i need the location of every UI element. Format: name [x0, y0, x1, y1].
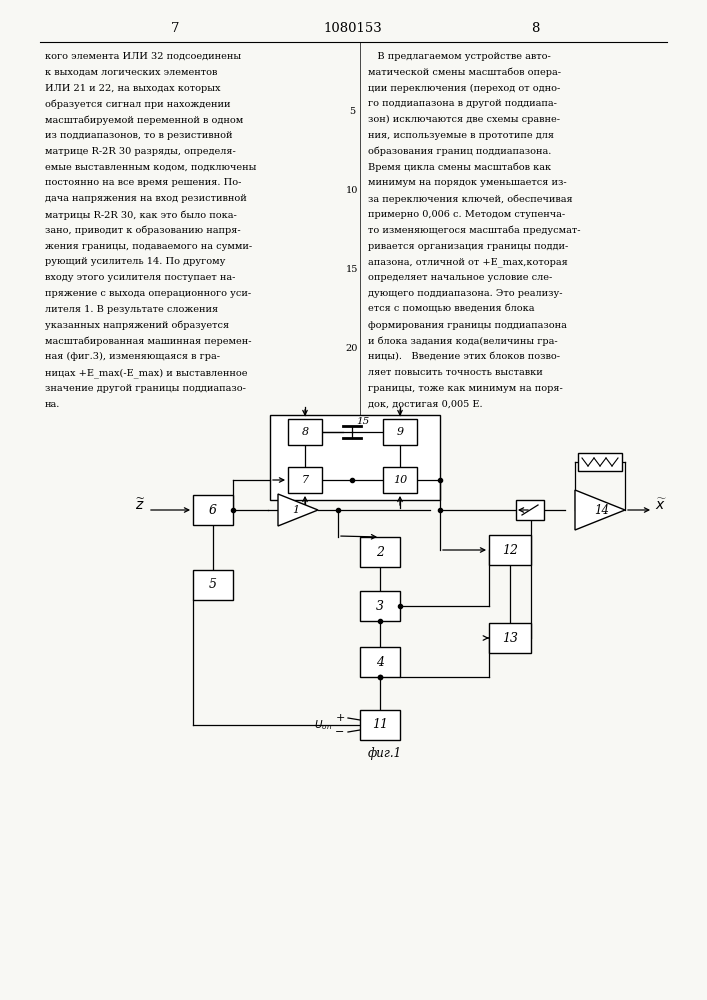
Text: масштабируемой переменной в одном: масштабируемой переменной в одном	[45, 115, 243, 125]
Text: образуется сигнал при нахождении: образуется сигнал при нахождении	[45, 99, 230, 109]
Text: входу этого усилителя поступает на-: входу этого усилителя поступает на-	[45, 273, 235, 282]
Text: 4: 4	[376, 656, 384, 668]
Text: на.: на.	[45, 400, 60, 409]
Text: 8: 8	[531, 21, 539, 34]
Bar	[516, 500, 544, 520]
Text: дующего поддиапазона. Это реализу-: дующего поддиапазона. Это реализу-	[368, 289, 563, 298]
Text: 15: 15	[356, 418, 369, 426]
Text: 7: 7	[301, 475, 308, 485]
Text: постоянно на все время решения. По-: постоянно на все время решения. По-	[45, 178, 241, 187]
Polygon shape	[575, 490, 625, 530]
Text: $\widetilde{z}$: $\widetilde{z}$	[135, 497, 145, 513]
Text: го поддиапазона в другой поддиапа-: го поддиапазона в другой поддиапа-	[368, 99, 557, 108]
Text: матрицы R-2R 30, как это было пока-: матрицы R-2R 30, как это было пока-	[45, 210, 237, 220]
Bar	[578, 453, 622, 471]
Text: 6: 6	[209, 504, 217, 516]
Text: 3: 3	[376, 599, 384, 612]
Text: лителя 1. В результате сложения: лителя 1. В результате сложения	[45, 305, 218, 314]
Text: ная (фиг.3), изменяющаяся в гра-: ная (фиг.3), изменяющаяся в гра-	[45, 352, 220, 361]
Text: 1080153: 1080153	[324, 21, 382, 34]
Text: значение другой границы поддиапазо-: значение другой границы поддиапазо-	[45, 384, 246, 393]
Polygon shape	[278, 494, 318, 526]
Text: $U_{on}$: $U_{on}$	[314, 718, 332, 732]
Text: 1: 1	[293, 505, 300, 515]
Text: масштабированная машинная перемен-: масштабированная машинная перемен-	[45, 336, 252, 346]
Text: то изменяющегося масштаба предусмат-: то изменяющегося масштаба предусмат-	[368, 226, 580, 235]
Text: 10: 10	[393, 475, 407, 485]
Text: $\widetilde{x}$: $\widetilde{x}$	[655, 497, 667, 513]
Text: 10: 10	[346, 186, 358, 195]
Text: ния, используемые в прототипе для: ния, используемые в прототипе для	[368, 131, 554, 140]
Text: кого элемента ИЛИ 32 подсоединены: кого элемента ИЛИ 32 подсоединены	[45, 52, 241, 61]
Text: 8: 8	[301, 427, 308, 437]
Text: границы, тоже как минимум на поря-: границы, тоже как минимум на поря-	[368, 384, 563, 393]
Text: 15: 15	[346, 265, 358, 274]
Bar	[288, 419, 322, 445]
Text: ется с помощью введения блока: ется с помощью введения блока	[368, 305, 534, 314]
Text: образования границ поддиапазона.: образования границ поддиапазона.	[368, 147, 551, 156]
Bar	[489, 623, 531, 653]
Text: указанных напряжений образуется: указанных напряжений образуется	[45, 321, 229, 330]
Text: 9: 9	[397, 427, 404, 437]
Bar	[383, 467, 417, 493]
Text: 11: 11	[372, 718, 388, 732]
Bar	[360, 647, 400, 677]
Text: формирования границы поддиапазона: формирования границы поддиапазона	[368, 321, 567, 330]
Text: определяет начальное условие сле-: определяет начальное условие сле-	[368, 273, 552, 282]
Text: из поддиапазонов, то в резистивной: из поддиапазонов, то в резистивной	[45, 131, 233, 140]
Text: емые выставленным кодом, подключены: емые выставленным кодом, подключены	[45, 163, 257, 172]
Bar	[360, 537, 400, 567]
Bar	[360, 710, 400, 740]
Bar	[383, 419, 417, 445]
Bar	[193, 495, 233, 525]
Text: 12: 12	[502, 544, 518, 556]
Bar	[360, 591, 400, 621]
Text: 13: 13	[502, 632, 518, 645]
Text: Время цикла смены масштабов как: Время цикла смены масштабов как	[368, 163, 551, 172]
Text: ИЛИ 21 и 22, на выходах которых: ИЛИ 21 и 22, на выходах которых	[45, 84, 221, 93]
Text: ривается организация границы подди-: ривается организация границы подди-	[368, 242, 568, 251]
Text: 14: 14	[595, 504, 609, 516]
Text: +: +	[335, 713, 345, 723]
Text: примерно 0,006 с. Методом ступенча-: примерно 0,006 с. Методом ступенча-	[368, 210, 565, 219]
Text: рующий усилитель 14. По другому: рующий усилитель 14. По другому	[45, 257, 226, 266]
Text: ницах +E_max(-E_max) и выставленное: ницах +E_max(-E_max) и выставленное	[45, 368, 247, 378]
Text: В предлагаемом устройстве авто-: В предлагаемом устройстве авто-	[368, 52, 551, 61]
Text: 5: 5	[209, 578, 217, 591]
Bar	[270, 415, 440, 500]
Text: матрице R-2R 30 разряды, определя-: матрице R-2R 30 разряды, определя-	[45, 147, 235, 156]
Bar	[489, 535, 531, 565]
Text: зано, приводит к образованию напря-: зано, приводит к образованию напря-	[45, 226, 240, 235]
Text: к выходам логических элементов: к выходам логических элементов	[45, 68, 217, 77]
Text: минимум на порядок уменьшается из-: минимум на порядок уменьшается из-	[368, 178, 566, 187]
Text: жения границы, подаваемого на сумми-: жения границы, подаваемого на сумми-	[45, 242, 252, 251]
Text: док, достигая 0,005 Е.: док, достигая 0,005 Е.	[368, 400, 483, 409]
Text: 5: 5	[349, 107, 355, 116]
Text: за переключения ключей, обеспечивая: за переключения ключей, обеспечивая	[368, 194, 573, 204]
Text: 2: 2	[376, 546, 384, 558]
Text: 7: 7	[171, 21, 180, 34]
Text: ляет повысить точность выставки: ляет повысить точность выставки	[368, 368, 543, 377]
Text: ницы).   Введение этих блоков позво-: ницы). Введение этих блоков позво-	[368, 352, 560, 361]
Text: 20: 20	[346, 344, 358, 353]
Text: зон) исключаются две схемы сравне-: зон) исключаются две схемы сравне-	[368, 115, 560, 124]
Text: дача напряжения на вход резистивной: дача напряжения на вход резистивной	[45, 194, 247, 203]
Text: фиг.1: фиг.1	[368, 746, 402, 760]
Text: −: −	[335, 727, 345, 737]
Text: матической смены масштабов опера-: матической смены масштабов опера-	[368, 68, 561, 77]
Bar	[288, 467, 322, 493]
Bar	[193, 570, 233, 600]
Text: и блока задания кода(величины гра-: и блока задания кода(величины гра-	[368, 336, 558, 346]
Text: апазона, отличной от +E_max,которая: апазона, отличной от +E_max,которая	[368, 257, 568, 267]
Text: пряжение с выхода операционного уси-: пряжение с выхода операционного уси-	[45, 289, 251, 298]
Text: ции переключения (переход от одно-: ции переключения (переход от одно-	[368, 84, 560, 93]
